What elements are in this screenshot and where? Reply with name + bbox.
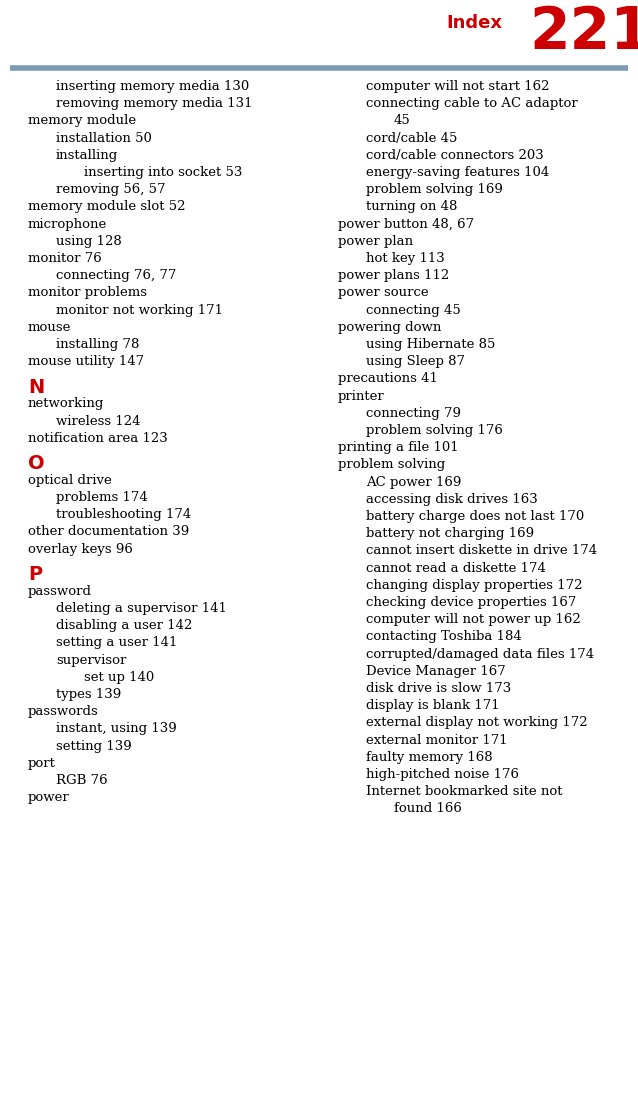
Text: optical drive: optical drive <box>28 474 112 487</box>
Text: monitor not working 171: monitor not working 171 <box>56 304 223 317</box>
Text: disabling a user 142: disabling a user 142 <box>56 619 193 633</box>
Text: 45: 45 <box>394 115 411 128</box>
Text: printing a file 101: printing a file 101 <box>338 441 459 454</box>
Text: RGB 76: RGB 76 <box>56 774 108 787</box>
Text: printer: printer <box>338 389 385 403</box>
Text: power: power <box>28 792 70 804</box>
Text: networking: networking <box>28 397 105 410</box>
Text: AC power 169: AC power 169 <box>366 476 461 488</box>
Text: inserting memory media 130: inserting memory media 130 <box>56 80 249 93</box>
Text: P: P <box>28 565 42 584</box>
Text: found 166: found 166 <box>394 803 462 815</box>
Text: connecting 79: connecting 79 <box>366 407 461 420</box>
Text: Index: Index <box>447 14 503 32</box>
Text: changing display properties 172: changing display properties 172 <box>366 579 582 592</box>
Text: cannot read a diskette 174: cannot read a diskette 174 <box>366 562 546 575</box>
Text: precautions 41: precautions 41 <box>338 373 438 386</box>
Text: corrupted/damaged data files 174: corrupted/damaged data files 174 <box>366 647 594 661</box>
Text: port: port <box>28 757 56 770</box>
Text: setting 139: setting 139 <box>56 739 132 753</box>
Text: using 128: using 128 <box>56 235 122 248</box>
Text: notification area 123: notification area 123 <box>28 431 168 445</box>
Text: turning on 48: turning on 48 <box>366 200 457 214</box>
Text: mouse: mouse <box>28 320 71 334</box>
Text: using Sleep 87: using Sleep 87 <box>366 355 465 368</box>
Text: display is blank 171: display is blank 171 <box>366 699 500 712</box>
Text: connecting 76, 77: connecting 76, 77 <box>56 269 176 282</box>
Text: password: password <box>28 585 92 598</box>
Text: hot key 113: hot key 113 <box>366 252 445 265</box>
Text: O: O <box>28 454 45 473</box>
Text: power button 48, 67: power button 48, 67 <box>338 218 474 230</box>
Text: using Hibernate 85: using Hibernate 85 <box>366 338 495 351</box>
Text: 221: 221 <box>530 4 638 61</box>
Text: installing 78: installing 78 <box>56 338 139 351</box>
Text: overlay keys 96: overlay keys 96 <box>28 543 133 556</box>
Text: cord/cable 45: cord/cable 45 <box>366 131 457 145</box>
Text: instant, using 139: instant, using 139 <box>56 723 177 735</box>
Text: power plans 112: power plans 112 <box>338 269 449 282</box>
Text: disk drive is slow 173: disk drive is slow 173 <box>366 682 511 695</box>
Text: connecting 45: connecting 45 <box>366 304 461 317</box>
Text: problems 174: problems 174 <box>56 492 148 504</box>
Text: battery charge does not last 170: battery charge does not last 170 <box>366 510 584 523</box>
Text: high-pitched noise 176: high-pitched noise 176 <box>366 768 519 781</box>
Text: cord/cable connectors 203: cord/cable connectors 203 <box>366 149 544 162</box>
Text: Internet bookmarked site not: Internet bookmarked site not <box>366 785 563 798</box>
Text: computer will not power up 162: computer will not power up 162 <box>366 613 581 626</box>
Text: other documentation 39: other documentation 39 <box>28 526 189 538</box>
Text: set up 140: set up 140 <box>84 671 154 684</box>
Text: passwords: passwords <box>28 705 99 718</box>
Text: supervisor: supervisor <box>56 654 126 666</box>
Text: problem solving: problem solving <box>338 458 445 471</box>
Text: removing memory media 131: removing memory media 131 <box>56 97 253 110</box>
Text: energy-saving features 104: energy-saving features 104 <box>366 166 549 179</box>
Text: mouse utility 147: mouse utility 147 <box>28 355 144 368</box>
Text: faulty memory 168: faulty memory 168 <box>366 751 493 764</box>
Text: monitor 76: monitor 76 <box>28 252 101 265</box>
Text: cannot insert diskette in drive 174: cannot insert diskette in drive 174 <box>366 545 597 557</box>
Text: monitor problems: monitor problems <box>28 287 147 299</box>
Text: accessing disk drives 163: accessing disk drives 163 <box>366 493 538 506</box>
Text: power source: power source <box>338 287 429 299</box>
Text: memory module: memory module <box>28 115 136 128</box>
Text: N: N <box>28 378 44 397</box>
Text: checking device properties 167: checking device properties 167 <box>366 596 576 609</box>
Text: external display not working 172: external display not working 172 <box>366 716 588 729</box>
Text: deleting a supervisor 141: deleting a supervisor 141 <box>56 602 227 615</box>
Text: battery not charging 169: battery not charging 169 <box>366 527 534 540</box>
Text: problem solving 169: problem solving 169 <box>366 183 503 196</box>
Text: installation 50: installation 50 <box>56 131 152 145</box>
Text: wireless 124: wireless 124 <box>56 415 140 427</box>
Text: types 139: types 139 <box>56 688 121 701</box>
Text: setting a user 141: setting a user 141 <box>56 636 177 649</box>
Text: external monitor 171: external monitor 171 <box>366 734 508 746</box>
Text: power plan: power plan <box>338 235 413 248</box>
Text: connecting cable to AC adaptor: connecting cable to AC adaptor <box>366 97 578 110</box>
Text: problem solving 176: problem solving 176 <box>366 424 503 437</box>
Text: contacting Toshiba 184: contacting Toshiba 184 <box>366 631 522 644</box>
Text: microphone: microphone <box>28 218 107 230</box>
Text: removing 56, 57: removing 56, 57 <box>56 183 165 196</box>
Text: computer will not start 162: computer will not start 162 <box>366 80 549 93</box>
Text: installing: installing <box>56 149 118 162</box>
Text: memory module slot 52: memory module slot 52 <box>28 200 186 214</box>
Text: inserting into socket 53: inserting into socket 53 <box>84 166 242 179</box>
Text: troubleshooting 174: troubleshooting 174 <box>56 508 191 522</box>
Text: powering down: powering down <box>338 320 441 334</box>
Text: Device Manager 167: Device Manager 167 <box>366 665 506 678</box>
